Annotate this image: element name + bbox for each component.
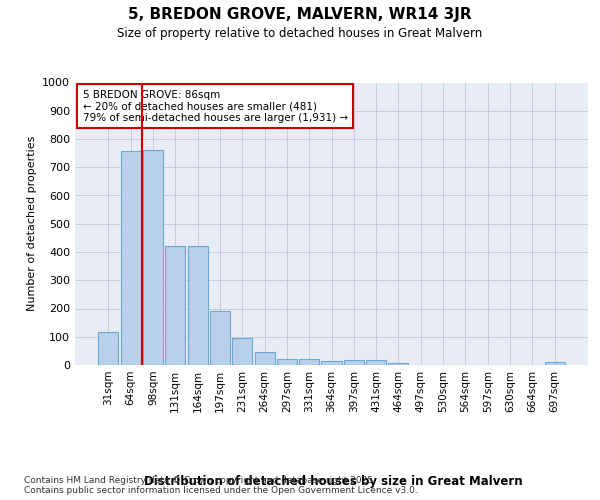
Bar — [121, 151, 141, 365]
Bar — [344, 360, 364, 365]
Bar — [188, 246, 208, 365]
Bar — [322, 361, 341, 365]
Bar — [254, 352, 275, 365]
Bar — [232, 338, 252, 365]
Text: Contains HM Land Registry data © Crown copyright and database right 2025.
Contai: Contains HM Land Registry data © Crown c… — [24, 476, 418, 495]
Text: 5 BREDON GROVE: 86sqm
← 20% of detached houses are smaller (481)
79% of semi-det: 5 BREDON GROVE: 86sqm ← 20% of detached … — [83, 90, 348, 123]
Bar — [366, 360, 386, 365]
Bar — [299, 359, 319, 365]
Text: Distribution of detached houses by size in Great Malvern: Distribution of detached houses by size … — [143, 474, 523, 488]
Text: Size of property relative to detached houses in Great Malvern: Size of property relative to detached ho… — [118, 28, 482, 40]
Text: 5, BREDON GROVE, MALVERN, WR14 3JR: 5, BREDON GROVE, MALVERN, WR14 3JR — [128, 8, 472, 22]
Bar — [545, 362, 565, 365]
Y-axis label: Number of detached properties: Number of detached properties — [26, 136, 37, 312]
Bar — [143, 150, 163, 365]
Bar — [277, 359, 297, 365]
Bar — [210, 312, 230, 365]
Bar — [165, 246, 185, 365]
Bar — [98, 332, 118, 365]
Bar — [388, 364, 409, 365]
